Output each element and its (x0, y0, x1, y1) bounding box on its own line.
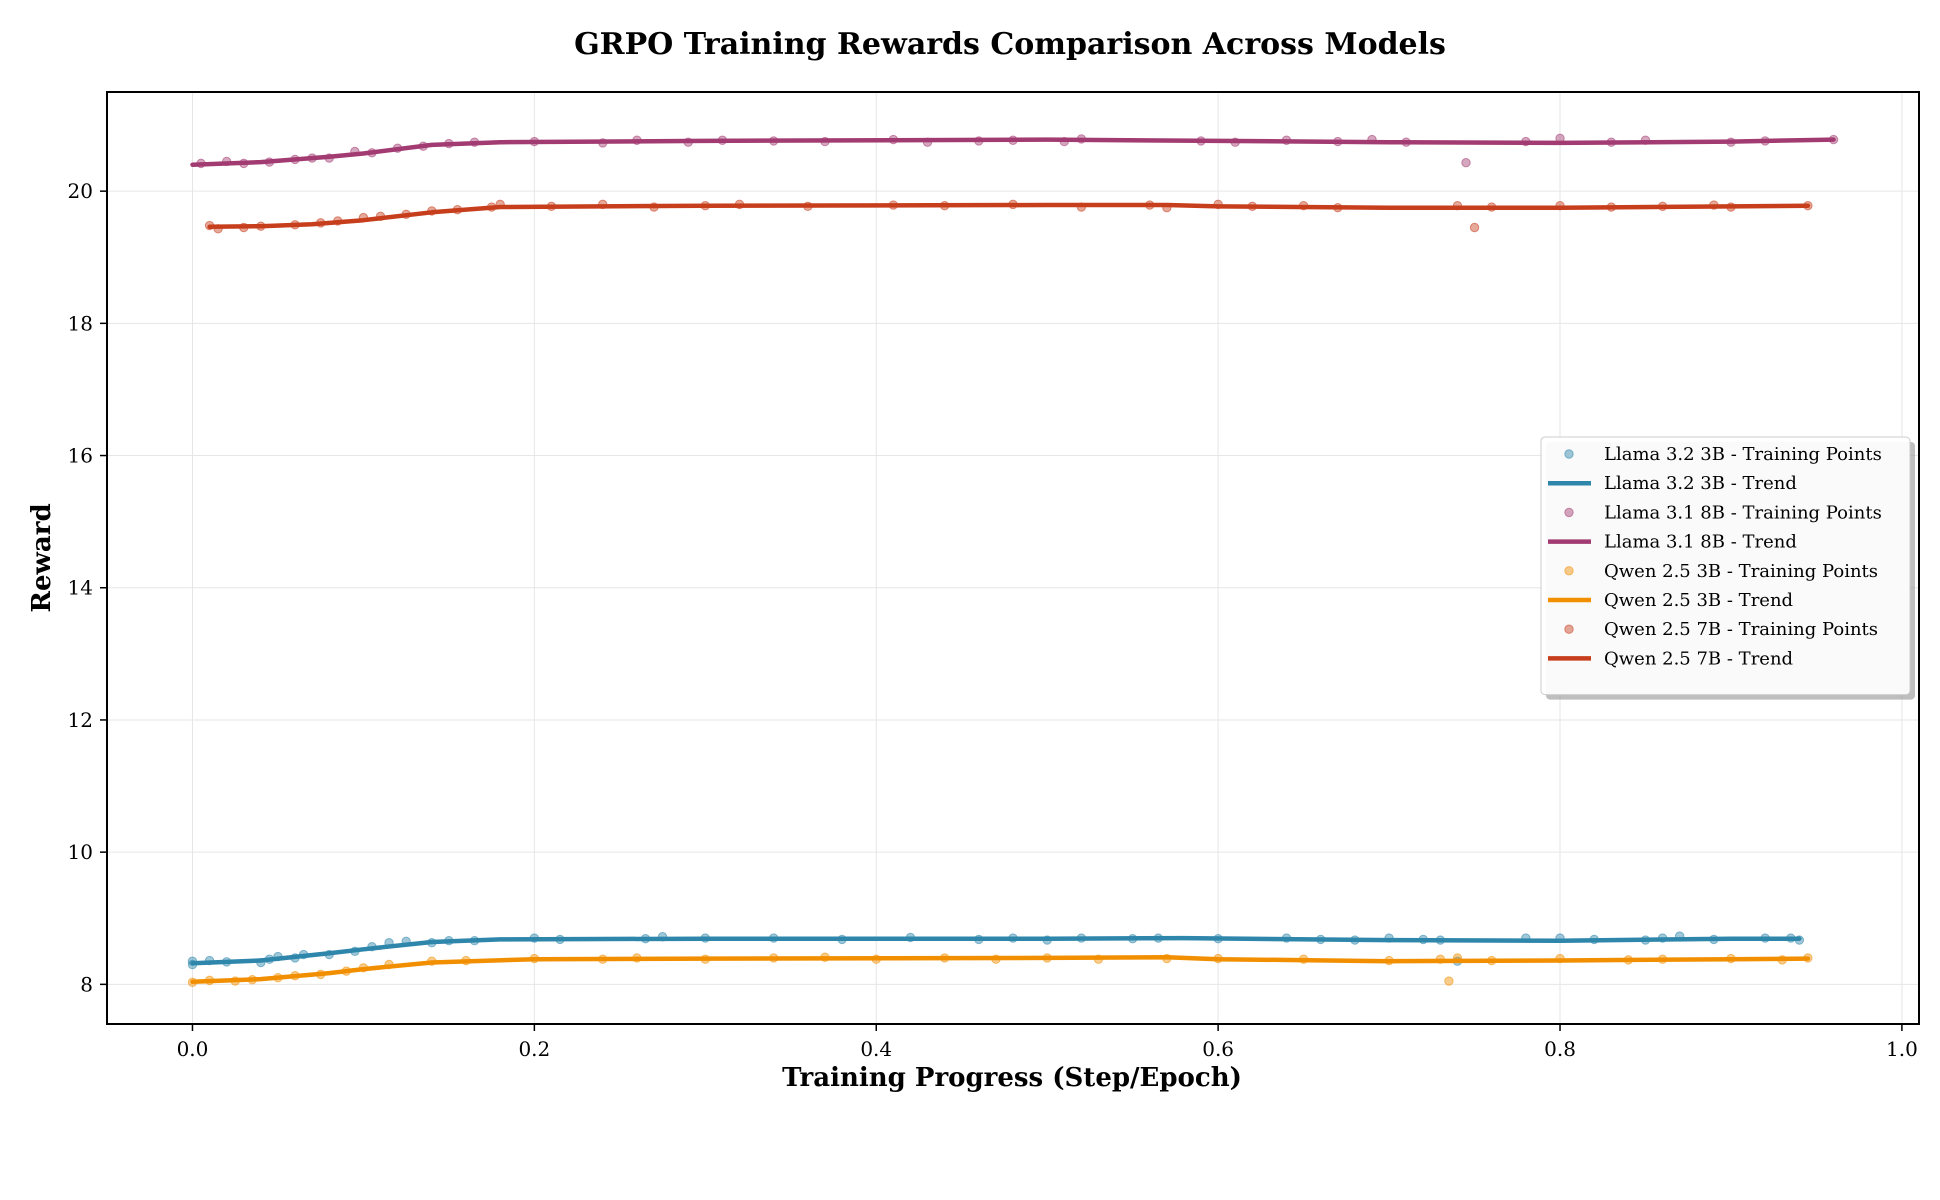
legend-marker (1564, 507, 1574, 518)
y-tick-label: 18 (68, 311, 93, 335)
series-2 (187, 952, 1813, 988)
legend-marker (1564, 624, 1574, 634)
chart-title: GRPO Training Rewards Comparison Across … (574, 27, 1446, 62)
x-tick-label: 0.6 (1202, 1037, 1234, 1061)
y-tick-label: 16 (68, 444, 93, 468)
y-tick-label: 20 (68, 179, 93, 203)
plot-area (187, 133, 1839, 988)
x-tick-label: 1.0 (1886, 1037, 1918, 1061)
legend-entry: Llama 3.2 3B - Trend (1604, 473, 1797, 494)
legend-entry: Qwen 2.5 7B - Trend (1604, 648, 1793, 669)
x-tick-label: 0.0 (177, 1037, 209, 1061)
trend-line (190, 137, 1836, 167)
x-tick-label: 0.4 (860, 1037, 892, 1061)
trend-line (190, 935, 1802, 966)
data-point (1444, 976, 1454, 986)
series-1 (190, 133, 1839, 169)
legend-entry: Qwen 2.5 3B - Training Points (1604, 561, 1878, 582)
data-point (1461, 158, 1471, 168)
legend-entry: Llama 3.1 8B - Trend (1604, 532, 1797, 553)
data-point (1469, 222, 1480, 233)
trend-line (190, 954, 1811, 984)
legend-entry: Llama 3.1 8B - Training Points (1604, 502, 1882, 523)
series-0 (187, 931, 1805, 970)
legend: Llama 3.2 3B - Training Points Llama 3.2 … (1540, 436, 1915, 700)
legend-marker (1564, 566, 1574, 576)
x-tick-label: 0.2 (518, 1037, 550, 1061)
series-3 (204, 199, 1813, 234)
legend-entry: Qwen 2.5 7B - Training Points (1604, 619, 1878, 640)
legend-box (1540, 436, 1911, 696)
y-tick-label: 8 (80, 972, 93, 996)
axis-ticks: 0.0 0.2 0.4 0.6 0.8 1.0 8 10 12 14 16 18 20 (68, 179, 1918, 1061)
y-tick-label: 10 (68, 840, 93, 864)
trend-line (207, 202, 1811, 230)
y-tick-label: 12 (68, 708, 93, 732)
legend-entry: Llama 3.2 3B - Training Points (1604, 444, 1882, 465)
plot-frame (106, 91, 1920, 1025)
y-axis-label: Reward (27, 503, 57, 612)
y-tick-label: 14 (68, 576, 93, 600)
x-tick-label: 0.8 (1544, 1037, 1576, 1061)
legend-marker (1564, 449, 1574, 459)
x-axis-label: Training Progress (Step/Epoch) (782, 1063, 1242, 1093)
legend-entry: Qwen 2.5 3B - Trend (1604, 590, 1793, 611)
